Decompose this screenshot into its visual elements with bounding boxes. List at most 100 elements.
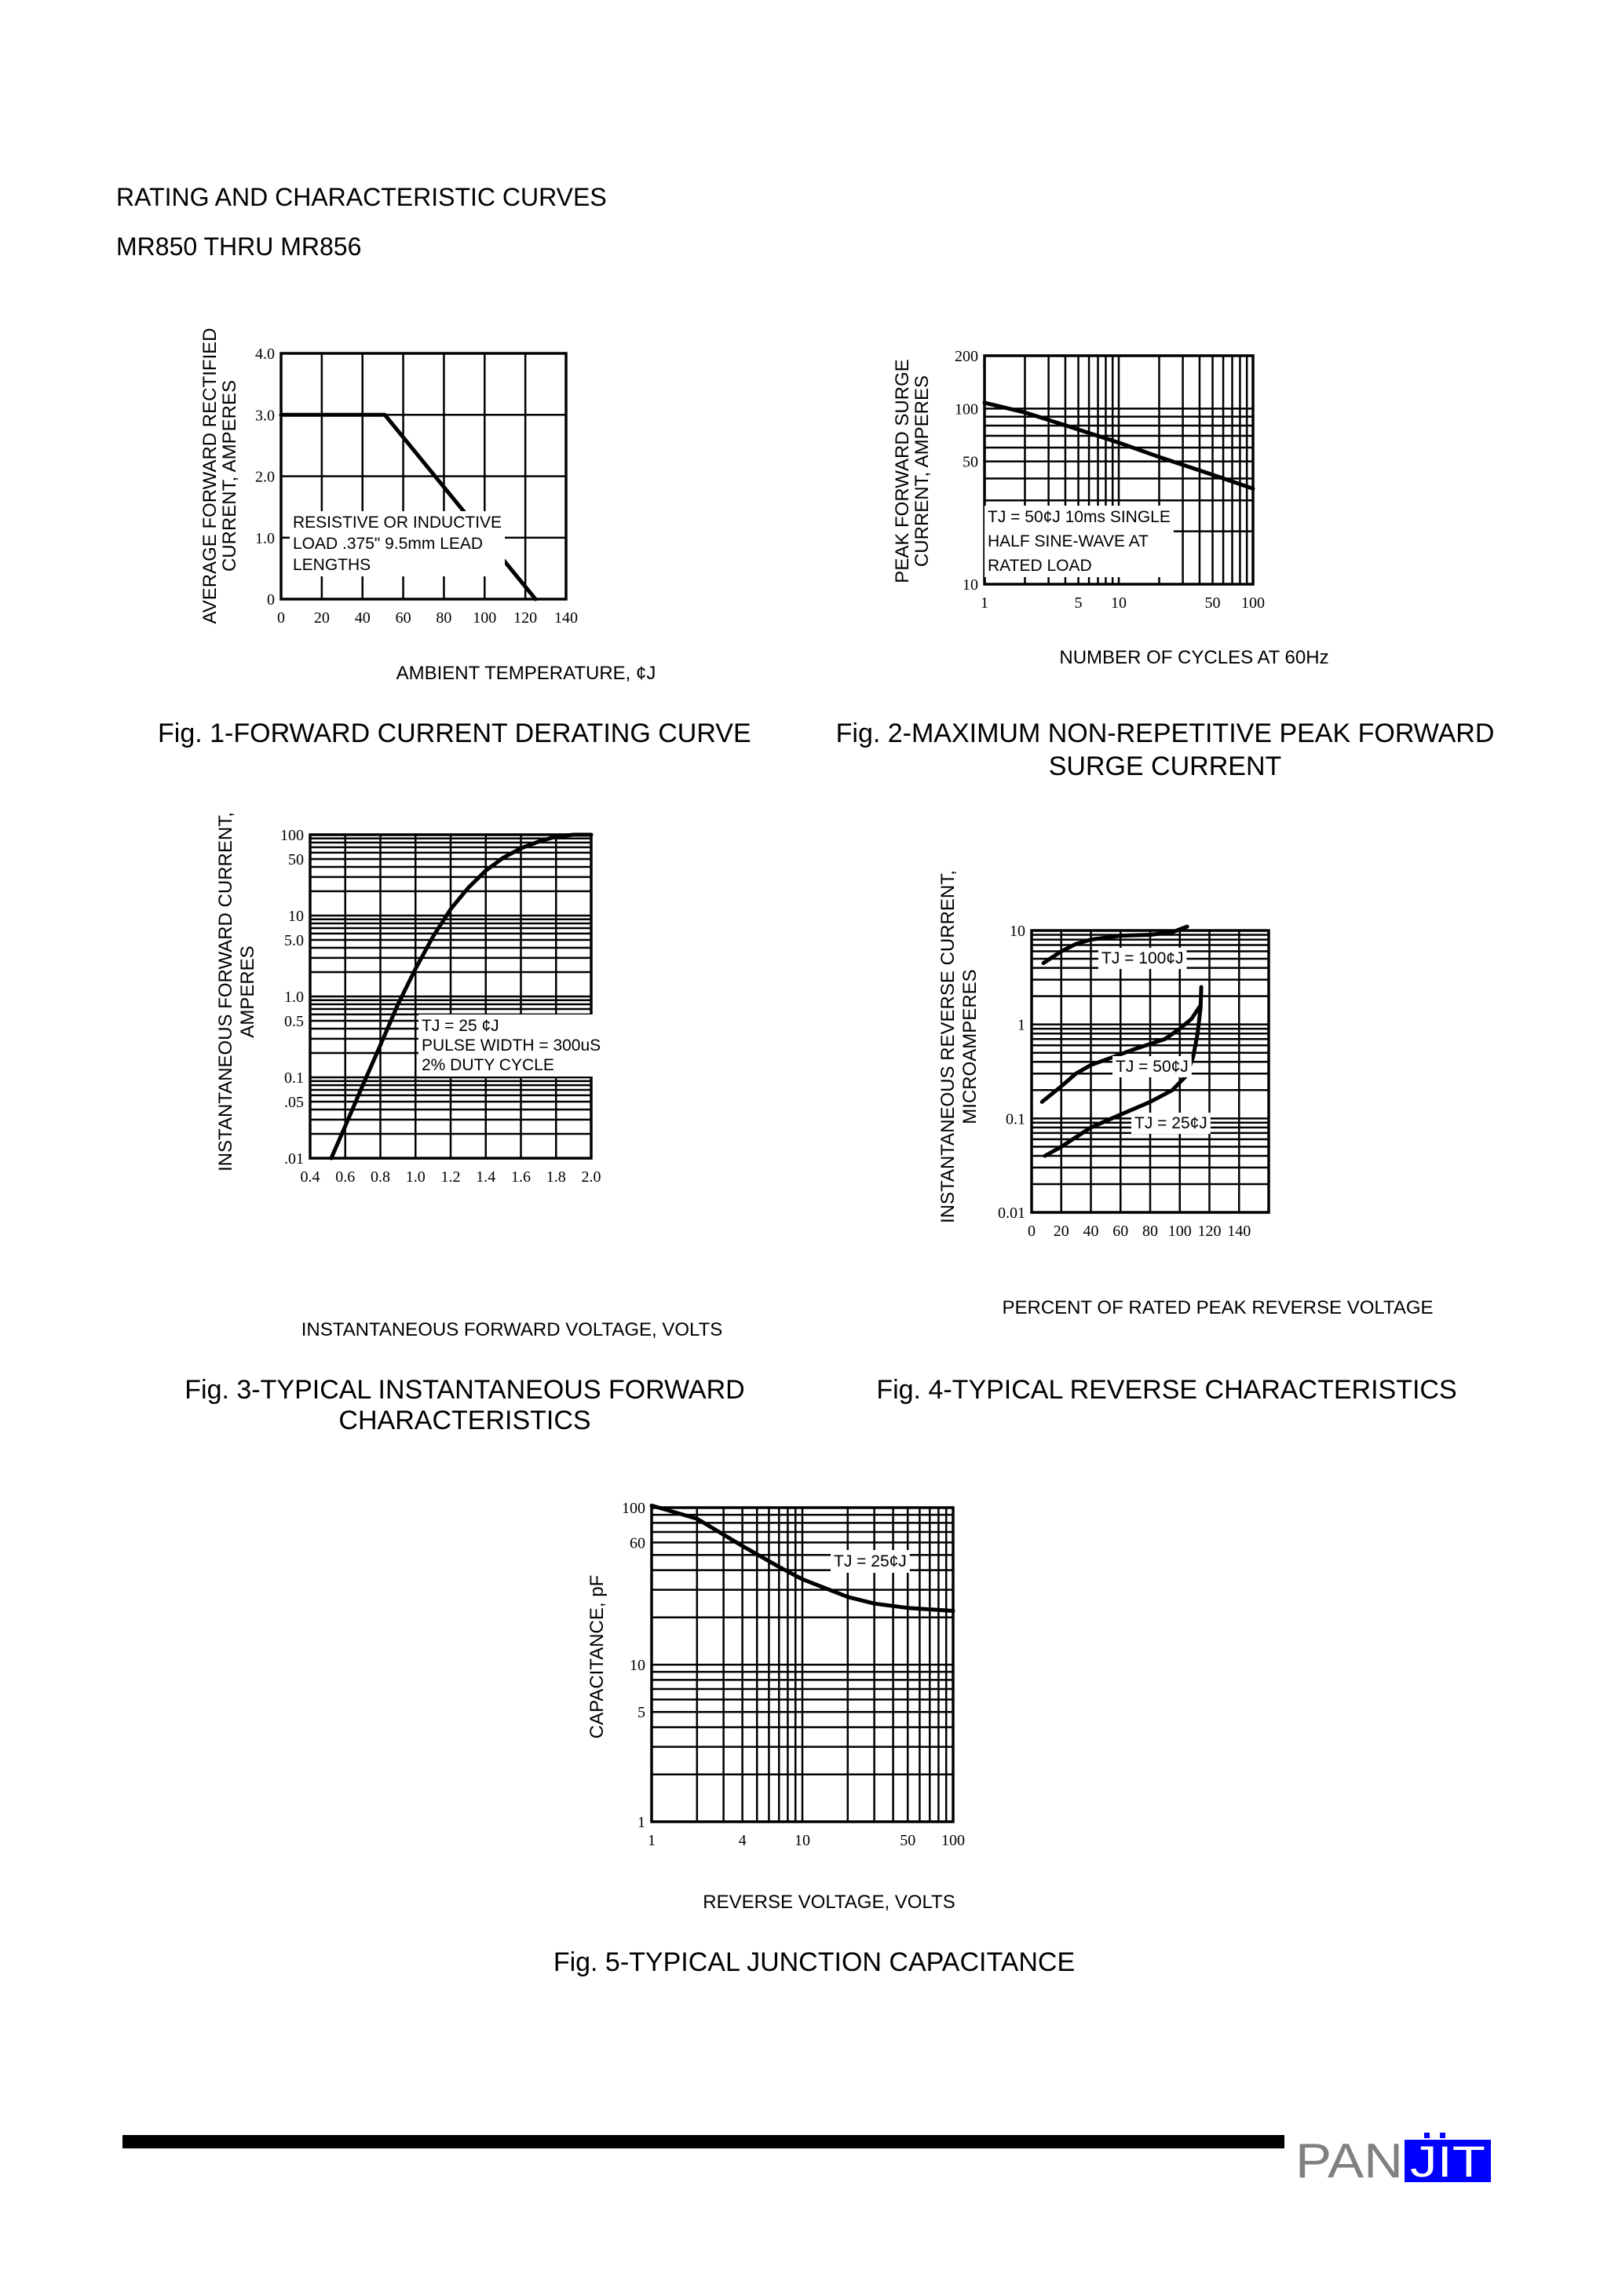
x-tick-label: 2.0 [582,1168,601,1186]
figure-caption: Fig. 5-TYPICAL JUNCTION CAPACITANCE [553,1947,1075,1977]
series-label: TJ = 100¢J [1101,949,1183,967]
y-tick-label: 100 [955,400,978,418]
y-tick-label: 2.0 [255,469,275,486]
figure-caption: SURGE CURRENT [1049,751,1282,781]
annotation-text: LOAD .375" 9.5mm LEAD [293,535,483,553]
y-axis-title: PEAK FORWARD SURGE [892,359,913,583]
footer-rule [122,2135,1284,2148]
page-title: RATING AND CHARACTERISTIC CURVES [116,183,607,211]
chart-fig-4: 0 20 40 60 80 100 120 140 0.01 0.1 1 10 PERCENT OF R… [876,870,1456,1405]
x-tick-label: 4 [739,1832,747,1849]
y-tick-label: .05 [284,1094,304,1111]
x-tick-label: 1 [648,1832,656,1849]
annotation-text: RESISTIVE OR INDUCTIVE [293,514,502,532]
y-axis-title: MICROAMPERES [959,969,981,1124]
y-tick-label: 10 [1010,923,1025,940]
y-tick-label: 0.5 [284,1013,304,1030]
x-tick-label: 20 [1054,1223,1069,1240]
x-axis-title: INSTANTANEOUS FORWARD VOLTAGE, VOLTS [301,1319,723,1340]
y-tick-label: 3.0 [255,407,275,424]
x-tick-label: 100 [1241,594,1265,612]
series-label-background [1098,948,1187,969]
series-curve-1 [649,1503,955,1613]
x-tick-label: 1.8 [546,1168,566,1186]
x-tick-label: 1.6 [511,1168,531,1186]
annotation-text: HALF SINE-WAVE AT [988,532,1149,550]
annotation-text: TJ = 50¢J 10ms SINGLE [988,508,1171,526]
x-tick-label: 1.2 [441,1168,461,1186]
x-tick-label: 0.6 [335,1168,355,1186]
figure-caption: Fig. 1-FORWARD CURRENT DERATING CURVE [158,718,751,748]
y-tick-label: 1.0 [284,989,304,1006]
series-label-background [1112,1056,1192,1077]
part-range: MR850 THRU MR856 [116,232,361,261]
y-axis-title: CURRENT, AMPERES [219,380,240,572]
y-axis-title: INSTANTANEOUS REVERSE CURRENT, [937,870,959,1223]
y-tick-label: 60 [630,1534,645,1552]
x-tick-label: 80 [436,609,451,627]
series-curve-1 [982,400,1255,491]
x-tick-label: 0.4 [301,1168,320,1186]
x-tick-label: 120 [1198,1223,1222,1240]
y-tick-label: 10 [630,1657,645,1674]
x-tick-label: 40 [355,609,371,627]
series-label-background [1131,1113,1211,1134]
series-label: TJ = 50¢J [1116,1058,1189,1076]
x-tick-label: 1 [981,594,988,612]
y-tick-label: 4.0 [255,345,275,363]
annotation-text: TJ = 25 ¢J [422,1017,499,1035]
series-curve-3 [1043,985,1204,1158]
y-tick-label: 0.1 [284,1069,304,1087]
x-tick-label: 50 [900,1832,915,1849]
plot-frame [279,352,568,601]
y-tick-label: 1 [1017,1017,1025,1034]
x-tick-label: 100 [1168,1223,1192,1240]
series-curve-2 [1039,1003,1203,1104]
y-axis-title: CAPACITANCE, pF [586,1575,608,1738]
series-curve-1 [329,832,594,1161]
x-tick-label: 60 [1112,1223,1128,1240]
figure-caption: CHARACTERISTICS [338,1406,590,1435]
annotation-text: 2% DUTY CYCLE [422,1056,554,1074]
figure-caption: Fig. 2-MAXIMUM NON-REPETITIVE PEAK FORWA… [836,718,1495,748]
x-tick-label: 0 [277,609,285,627]
svg-text:PAN: PAN [1295,2134,1403,2188]
y-tick-label: 10 [288,908,304,925]
annotation-background [418,1015,605,1077]
y-tick-label: 50 [963,454,978,471]
plot-frame [650,1506,955,1823]
y-tick-label: .01 [284,1150,304,1168]
x-tick-label: 1.4 [476,1168,495,1186]
x-tick-label: 140 [1227,1223,1251,1240]
x-tick-label: 100 [941,1832,965,1849]
x-tick-label: 0 [1028,1223,1036,1240]
x-tick-label: 100 [473,609,496,627]
x-tick-label: 10 [795,1832,810,1849]
x-tick-label: 120 [513,609,537,627]
y-tick-label: 50 [288,851,304,868]
y-tick-label: 5 [637,1704,645,1721]
plot-frame [983,354,1255,586]
annotation-background [985,506,1174,577]
chart-fig-3: 0.4 0.6 0.8 1.0 1.2 1.4 1.6 1.8 2.0 .01 .05 0.1 0.5 1… [184,812,744,1435]
figure-caption: Fig. 4-TYPICAL REVERSE CHARACTERISTICS [876,1375,1456,1405]
x-axis-title: REVERSE VOLTAGE, VOLTS [703,1892,955,1913]
x-axis-title: NUMBER OF CYCLES AT 60Hz [1059,647,1328,668]
chart-fig-2: 1 5 10 50 100 10 50 100 200 NUMBER OF CYCLES AT 6… [836,348,1495,781]
annotation-text: RATED LOAD [988,557,1092,575]
series-label: TJ = 25¢J [1134,1114,1207,1132]
x-axis-title: PERCENT OF RATED PEAK REVERSE VOLTAGE [1002,1297,1433,1318]
annotation-text: TJ = 25¢J [834,1552,907,1570]
y-tick-label: 0.1 [1006,1110,1025,1128]
y-tick-label: 0.01 [998,1205,1025,1222]
x-tick-label: 140 [554,609,578,627]
y-axis-title: INSTANTANEOUS FORWARD CURRENT, [215,812,236,1172]
annotation-text: PULSE WIDTH = 300uS [422,1036,601,1055]
x-tick-label: 20 [314,609,330,627]
y-tick-label: 100 [280,827,304,844]
y-tick-label: 200 [955,348,978,365]
chart-fig-5: 1 4 10 50 100 1 5 10 60 100 REVERSE VOLTAGE, VOLTS… [553,1500,1075,1977]
